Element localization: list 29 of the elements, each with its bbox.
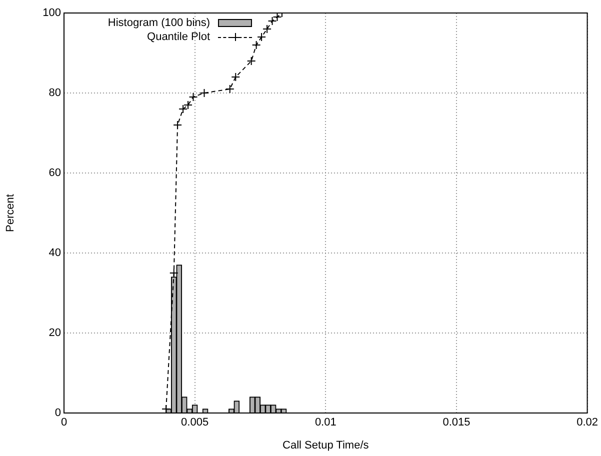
y-tick-label: 60: [48, 167, 61, 180]
point: [268, 16, 277, 26]
y-tick-label: 40: [48, 247, 61, 260]
x-tick-label: 0.015: [442, 416, 470, 429]
legend-label: Quantile Plot: [147, 30, 210, 44]
point: [162, 404, 171, 413]
point: [188, 92, 198, 102]
point: [169, 268, 178, 278]
point: [225, 84, 234, 94]
point: [257, 32, 266, 42]
point: [246, 56, 256, 66]
point: [173, 120, 182, 130]
x-tick-label: 0.02: [576, 416, 598, 429]
x-tick-label: 0.005: [181, 416, 209, 429]
point: [178, 104, 188, 114]
point: [252, 40, 261, 50]
point: [272, 13, 282, 22]
point: [262, 24, 272, 34]
y-axis-title: Percent: [4, 194, 17, 232]
point: [200, 88, 209, 98]
x-axis-title: Call Setup Time/s: [282, 439, 370, 452]
legend-label: Histogram (100 bins): [108, 16, 210, 30]
x-tick-label: 0.01: [314, 416, 336, 429]
y-tick-label: 20: [48, 327, 61, 340]
point: [184, 100, 193, 110]
y-tick-label: 0: [54, 407, 61, 420]
y-tick-label: 80: [48, 87, 61, 100]
point: [231, 72, 240, 82]
y-tick-label: 100: [42, 7, 61, 20]
